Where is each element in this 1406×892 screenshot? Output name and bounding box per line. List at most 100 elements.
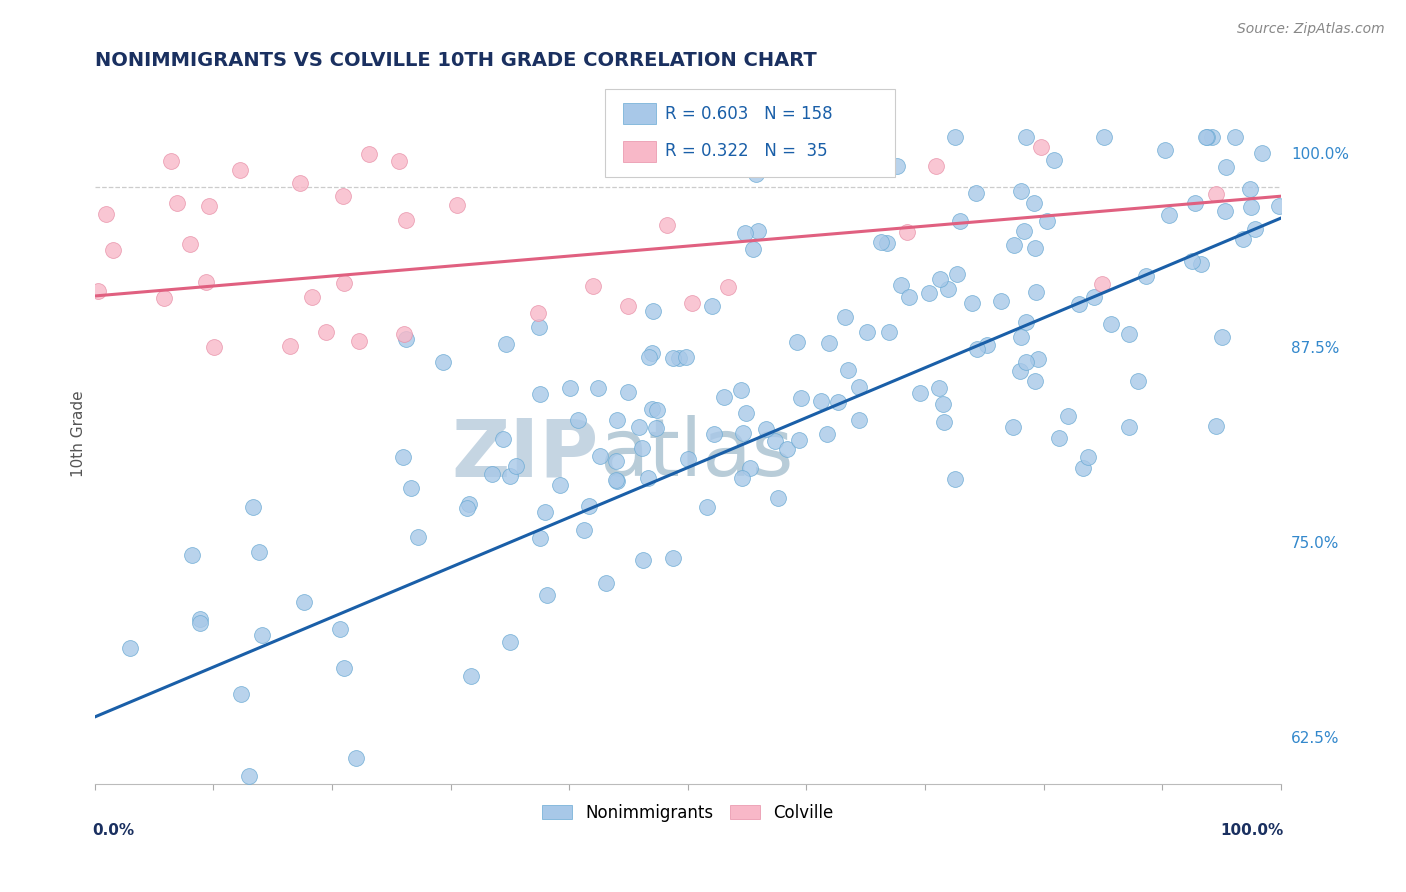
Point [329,622,352,636]
Point [1069,297,1091,311]
Point [529,387,551,401]
Point [925,159,948,173]
Point [1223,130,1246,145]
Point [734,226,756,240]
Point [202,341,225,355]
Point [633,552,655,566]
Point [188,615,211,630]
Point [159,154,181,169]
Text: ZIP: ZIP [451,416,599,493]
Point [946,267,969,281]
Point [675,350,697,364]
FancyBboxPatch shape [605,89,896,178]
Point [1024,374,1046,388]
Point [645,420,668,434]
Point [1035,214,1057,228]
Point [856,326,879,340]
Point [499,635,522,649]
Point [617,385,640,400]
Legend: Nonimmigrants, Colville: Nonimmigrants, Colville [536,797,841,829]
Text: R = 0.603   N = 158: R = 0.603 N = 158 [665,105,832,123]
Point [896,225,918,239]
Point [668,351,690,365]
Point [630,441,652,455]
Point [595,575,617,590]
Point [333,661,356,675]
Point [834,310,856,325]
Point [332,276,354,290]
Point [1099,317,1122,331]
Point [870,235,893,250]
Text: Source: ZipAtlas.com: Source: ZipAtlas.com [1237,22,1385,37]
Point [548,477,571,491]
Point [198,199,221,213]
Point [1240,200,1263,214]
Point [766,491,789,505]
Point [731,471,754,485]
Point [238,769,260,783]
Text: R = 0.322   N =  35: R = 0.322 N = 35 [665,142,828,161]
Point [932,397,955,411]
Point [700,299,723,313]
Point [392,450,415,464]
Point [763,434,786,448]
Point [1010,364,1032,378]
Point [717,280,740,294]
Point [703,427,725,442]
Point [818,336,841,351]
Point [347,334,370,348]
Point [1083,289,1105,303]
Point [886,160,908,174]
Point [1195,130,1218,145]
Point [605,474,627,488]
Point [827,394,849,409]
Point [1184,196,1206,211]
Point [94,207,117,221]
Point [1010,330,1032,344]
Point [505,458,527,473]
Point [1057,409,1080,423]
Y-axis label: 10th Grade: 10th Grade [72,390,86,476]
Point [1015,130,1038,145]
Point [1213,203,1236,218]
Point [877,325,900,339]
Point [495,337,517,351]
Point [582,279,605,293]
Point [1189,257,1212,271]
Point [1002,238,1025,252]
Point [1232,232,1254,246]
Point [735,406,758,420]
Point [1211,330,1233,344]
Bar [623,141,655,161]
Point [848,413,870,427]
Point [1010,184,1032,198]
Point [731,425,754,440]
Point [179,237,201,252]
Point [242,500,264,514]
Point [976,338,998,352]
Point [1195,130,1218,145]
Point [578,499,600,513]
Point [180,549,202,563]
Point [1026,352,1049,367]
Point [776,442,799,457]
Point [392,327,415,342]
Point [567,412,589,426]
Point [1022,195,1045,210]
Point [641,303,664,318]
Point [1215,160,1237,174]
Text: 0.0%: 0.0% [93,822,135,838]
Point [1118,420,1140,434]
Point [458,497,481,511]
Point [359,146,381,161]
Point [676,451,699,466]
Point [1091,277,1114,291]
Point [315,325,337,339]
Point [1201,130,1223,145]
Point [1012,223,1035,237]
Point [332,189,354,203]
Point [965,186,987,201]
Point [681,296,703,310]
Point [229,163,252,178]
Point [628,420,651,434]
